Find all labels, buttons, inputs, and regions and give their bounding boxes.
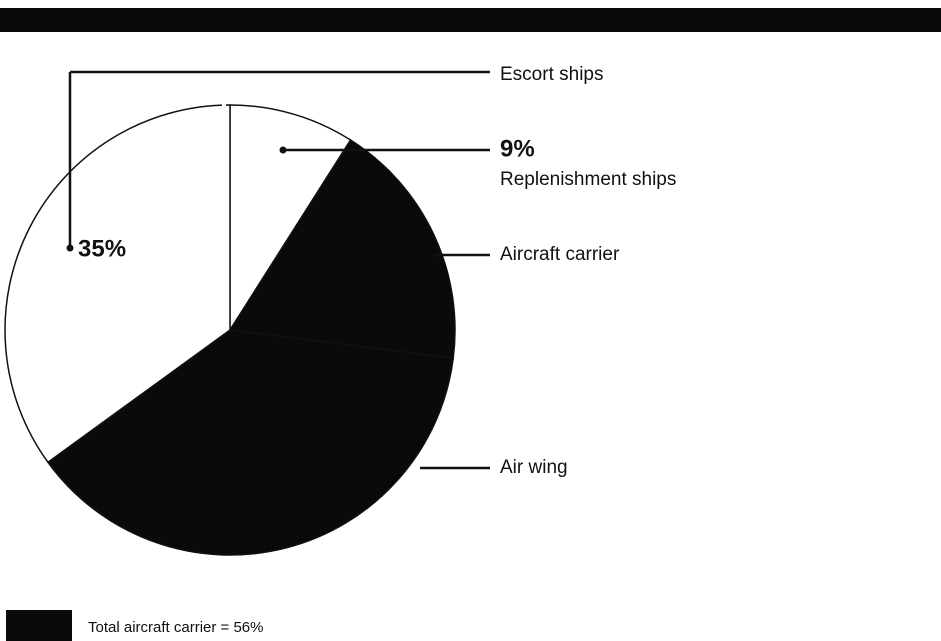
- leader-dot: [279, 146, 287, 154]
- slice-label: Replenishment ships: [500, 169, 676, 190]
- value-label: 9%: [500, 135, 535, 162]
- slice-label: Aircraft carrier: [500, 244, 620, 265]
- legend-label: Total aircraft carrier = 56%: [88, 619, 263, 636]
- value-label: 35%: [78, 235, 126, 262]
- slice-label: Air wing: [500, 457, 568, 478]
- pie-slice: [228, 138, 456, 360]
- pie-slice: [46, 329, 455, 556]
- labels: Replenishment ships 9% Aircraft carrier Air…: [66, 64, 676, 478]
- pie: [4, 101, 456, 556]
- header-bar: [0, 8, 941, 32]
- legend-swatch: [6, 610, 72, 641]
- slice-label: Escort ships: [500, 64, 603, 85]
- pie-slice: [229, 104, 352, 333]
- pie-slice: [4, 104, 231, 464]
- leader-dot: [66, 244, 74, 252]
